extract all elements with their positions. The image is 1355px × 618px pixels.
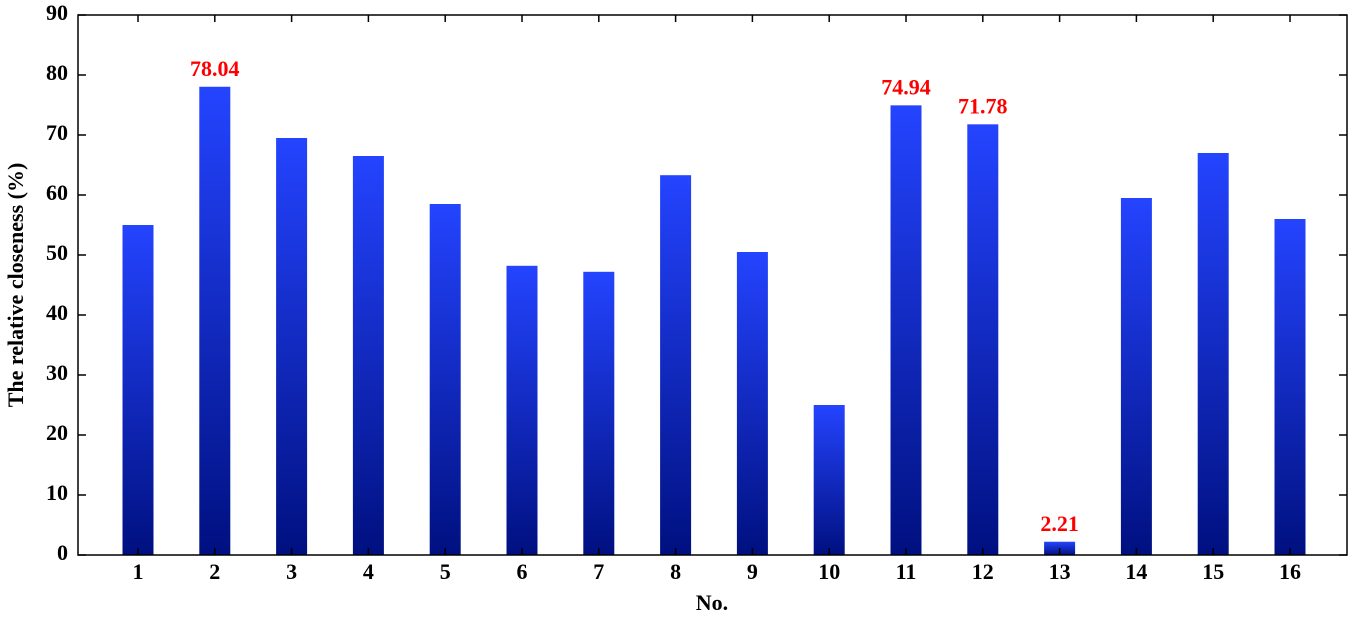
x-tick-label: 8 [670, 559, 681, 584]
value-label: 71.78 [958, 93, 1008, 118]
bar [199, 86, 231, 555]
y-tick-label: 60 [46, 180, 68, 205]
value-label: 78.04 [190, 56, 240, 81]
y-tick-label: 40 [46, 300, 68, 325]
bar [583, 271, 615, 555]
x-axis-label: No. [696, 590, 728, 615]
bar [506, 265, 538, 555]
bar [1274, 219, 1306, 555]
x-tick-label: 3 [286, 559, 297, 584]
x-tick-label: 11 [896, 559, 917, 584]
x-tick-label: 10 [818, 559, 840, 584]
y-tick-label: 20 [46, 420, 68, 445]
y-tick-label: 30 [46, 360, 68, 385]
x-tick-label: 6 [517, 559, 528, 584]
x-tick-label: 4 [363, 559, 374, 584]
bar [813, 405, 845, 555]
bar [122, 225, 154, 555]
bar [967, 124, 999, 555]
y-tick-label: 50 [46, 240, 68, 265]
bar [890, 105, 922, 556]
y-tick-label: 0 [57, 540, 68, 565]
x-tick-label: 14 [1125, 559, 1147, 584]
value-label: 74.94 [881, 74, 931, 99]
bar [1197, 153, 1229, 555]
x-tick-label: 5 [440, 559, 451, 584]
x-tick-label: 12 [972, 559, 994, 584]
value-label: 2.21 [1040, 511, 1079, 536]
bar [736, 252, 768, 555]
x-tick-label: 2 [209, 559, 220, 584]
x-tick-label: 9 [747, 559, 758, 584]
x-tick-label: 15 [1202, 559, 1224, 584]
plot-frame [77, 14, 1348, 556]
y-axis-label: The relative closeness (%) [3, 163, 28, 408]
x-tick-label: 7 [593, 559, 604, 584]
bar [429, 204, 461, 555]
bar [276, 138, 308, 555]
y-tick-label: 90 [46, 0, 68, 25]
y-tick-label: 70 [46, 120, 68, 145]
bar [660, 175, 692, 555]
x-tick-label: 13 [1049, 559, 1071, 584]
bar [1120, 198, 1152, 555]
y-tick-label: 80 [46, 60, 68, 85]
y-tick-label: 10 [46, 480, 68, 505]
bar [352, 156, 384, 555]
x-tick-label: 16 [1279, 559, 1301, 584]
x-tick-label: 1 [133, 559, 144, 584]
